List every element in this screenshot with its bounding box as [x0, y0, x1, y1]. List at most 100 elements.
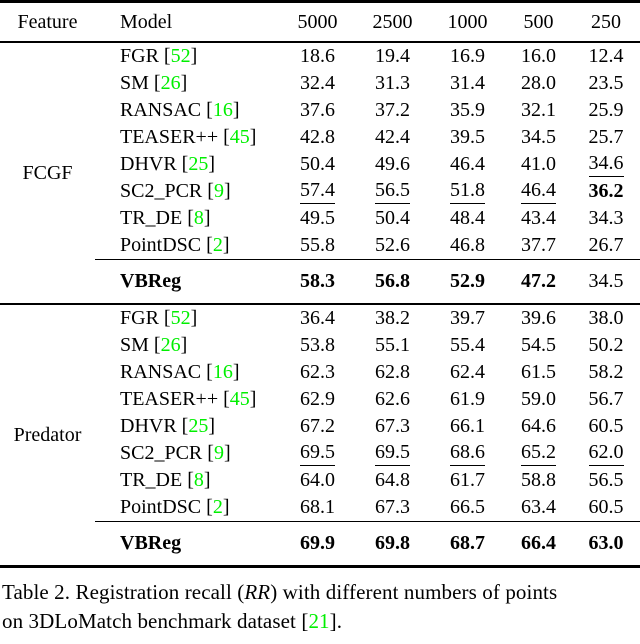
value-cell: 34.6 — [572, 151, 640, 178]
citation-link[interactable]: 2 — [212, 234, 223, 256]
value-cell: 50.4 — [355, 205, 430, 232]
model-cell: TR_DE [8] — [95, 467, 280, 494]
citation-bracket-open: [ — [163, 307, 171, 329]
citation-link[interactable]: 8 — [193, 207, 204, 229]
model-name: VBReg — [120, 270, 182, 292]
value-cell: 34.3 — [572, 205, 640, 232]
summary-model-cell: VBReg — [95, 521, 280, 567]
table-row: SC2_PCR [9] 69.5 69.5 68.6 65.2 62.0 — [0, 440, 640, 467]
value: 62.9 — [300, 388, 335, 410]
value-cell: 38.0 — [572, 303, 640, 332]
col-header-model: Model — [95, 1, 280, 43]
citation-bracket-close: ] — [232, 99, 240, 121]
citation-link[interactable]: 26 — [160, 334, 181, 356]
value-cell: 55.8 — [280, 232, 355, 260]
model-cell: PointDSC [2] — [95, 232, 280, 260]
citation-bracket-open: [ — [223, 388, 230, 410]
value-cell: 18.6 — [280, 42, 355, 70]
citation-bracket-open: [ — [181, 153, 189, 175]
table-row: TEASER++ [45] 42.8 42.4 39.5 34.5 25.7 — [0, 124, 640, 151]
citation-link[interactable]: 16 — [212, 361, 233, 383]
table-row: FCGF FGR [52] 18.6 19.4 16.9 16.0 12.4 — [0, 42, 640, 184]
value: 62.8 — [375, 361, 410, 383]
citation-link[interactable]: 52 — [170, 307, 191, 329]
model-cell: PointDSC [2] — [95, 494, 280, 522]
citation-link[interactable]: 9 — [213, 442, 224, 464]
model-name: PointDSC — [120, 234, 202, 256]
citation-bracket-close: ] — [190, 45, 198, 67]
table-row: SM [26] 53.8 55.1 55.4 54.5 50.2 — [0, 332, 640, 359]
value: 41.0 — [521, 153, 556, 175]
citation-bracket-open: [ — [206, 496, 213, 518]
value: 64.6 — [521, 415, 556, 437]
value-cell: 39.6 — [505, 303, 572, 332]
model-name: TEASER++ — [120, 126, 219, 148]
value: 65.2 — [521, 441, 556, 466]
table-row: SC2_PCR [9] 57.4 56.5 51.8 46.4 36.2 — [0, 178, 640, 205]
citation-link-21[interactable]: 21 — [308, 608, 330, 633]
value-cell: 62.6 — [355, 386, 430, 413]
value: 63.0 — [588, 532, 624, 554]
value-cell: 60.5 — [572, 494, 640, 522]
value-cell: 69.5 — [355, 440, 430, 467]
citation-link[interactable]: 26 — [160, 72, 181, 94]
caption-text: ) with different numbers of points — [270, 580, 558, 604]
col-header-5000: 5000 — [280, 1, 355, 43]
results-table: Feature Model 5000 2500 1000 500 250 FCG… — [0, 0, 640, 568]
model-cell: TR_DE [8] — [95, 205, 280, 232]
citation-link[interactable]: 2 — [212, 496, 223, 518]
citation-bracket-open: [ — [153, 72, 161, 94]
caption-line-1: Table 2. Registration recall (RR) with d… — [2, 578, 640, 607]
citation-bracket-close: ] — [249, 126, 257, 148]
table-row: DHVR [25] 50.4 49.6 46.4 41.0 34.6 — [0, 151, 640, 178]
model-name: RANSAC — [120, 99, 202, 121]
value-cell: 68.7 — [430, 521, 505, 567]
value-cell: 58.3 — [280, 259, 355, 304]
citation-link[interactable]: 25 — [188, 153, 209, 175]
value: 51.8 — [450, 179, 485, 204]
value: 16.9 — [450, 45, 485, 67]
citation-link[interactable]: 45 — [229, 126, 250, 148]
value: 39.5 — [450, 126, 485, 148]
value: 52.9 — [450, 270, 485, 292]
table-row: TR_DE [8] 64.0 64.8 61.7 58.8 56.5 — [0, 467, 640, 494]
value-cell: 16.9 — [430, 42, 505, 70]
model-name: DHVR — [120, 415, 177, 437]
table-row: PointDSC [2] 55.8 52.6 46.8 37.7 26.7 — [0, 232, 640, 260]
value-cell: 41.0 — [505, 151, 572, 178]
table-row: TEASER++ [45] 62.9 62.6 61.9 59.0 56.7 — [0, 386, 640, 413]
value-cell: 37.7 — [505, 232, 572, 260]
citation-link[interactable]: 45 — [229, 388, 250, 410]
value: 67.3 — [375, 415, 410, 437]
citation-link[interactable]: 8 — [193, 469, 204, 491]
value-cell: 63.4 — [505, 494, 572, 522]
value: 68.6 — [450, 441, 485, 466]
value: 59.0 — [521, 388, 556, 410]
citation-link[interactable]: 9 — [213, 180, 224, 202]
value: 52.6 — [375, 234, 410, 256]
value-cell: 54.5 — [505, 332, 572, 359]
value: 56.5 — [588, 469, 624, 491]
value-cell: 12.4 — [572, 42, 640, 70]
value-cell: 32.4 — [280, 70, 355, 97]
citation-link[interactable]: 52 — [170, 45, 191, 67]
value: 37.7 — [521, 234, 556, 256]
value: 56.8 — [375, 270, 410, 292]
value-cell: 56.7 — [572, 386, 640, 413]
citation-link[interactable]: 25 — [188, 415, 209, 437]
value-cell: 52.9 — [430, 259, 505, 304]
value-cell: 50.2 — [572, 332, 640, 359]
citation-bracket-close: ] — [232, 361, 240, 383]
feature-cell: FCGF — [22, 161, 73, 184]
model-cell: DHVR [25] — [95, 413, 280, 440]
citation-link[interactable]: 16 — [212, 99, 233, 121]
model-name: SM — [120, 72, 149, 94]
value-cell: 55.1 — [355, 332, 430, 359]
value-cell: 25.7 — [572, 124, 640, 151]
value: 32.4 — [300, 72, 335, 94]
citation-bracket-open: [ — [207, 442, 214, 464]
value: 58.2 — [588, 361, 624, 383]
value-cell: 32.1 — [505, 97, 572, 124]
value: 35.9 — [450, 99, 485, 121]
value: 39.7 — [450, 307, 485, 329]
